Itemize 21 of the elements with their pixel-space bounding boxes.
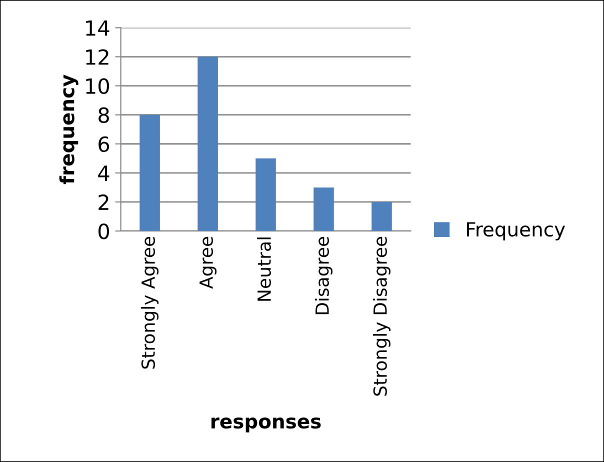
bar	[198, 56, 218, 231]
bar	[314, 187, 334, 231]
y-tick-label: 8	[98, 107, 109, 124]
x-tick-label: Agree	[200, 236, 217, 289]
y-tick-label: 14	[86, 20, 110, 36]
y-tick-label: 6	[98, 136, 110, 152]
bar	[256, 158, 276, 231]
y-tick-label: 0	[98, 223, 109, 240]
y-tick-label: 4	[98, 166, 110, 181]
x-tick-label: Strongly Agree	[141, 236, 159, 369]
x-axis-title: responses	[211, 417, 321, 432]
legend-label: Frequency	[467, 222, 565, 240]
y-tick-label: 2	[98, 194, 108, 210]
bar	[140, 114, 160, 231]
x-tick-label: Strongly Disagree	[372, 236, 390, 396]
x-tick-label: Neutral	[257, 238, 271, 301]
y-tick-label: 10	[86, 78, 109, 94]
y-axis-title: frequency	[59, 74, 78, 184]
bar	[372, 202, 392, 231]
x-tick-label: Disagree	[315, 236, 332, 314]
y-tick-label: 12	[86, 49, 108, 65]
